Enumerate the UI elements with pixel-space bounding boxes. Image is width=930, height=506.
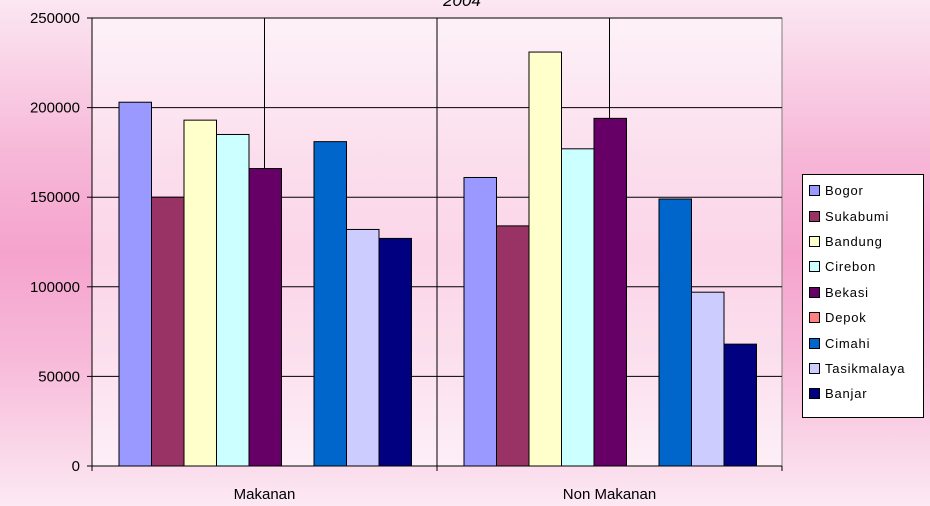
bar-sukabumi-non-makanan: [496, 225, 530, 467]
bar-cimahi-makanan: [313, 141, 347, 467]
bar-cirebon-makanan: [216, 133, 250, 467]
legend-label: Depok: [825, 310, 867, 326]
y-tick-label: 50000: [38, 368, 80, 385]
y-tick-label: 250000: [30, 10, 80, 27]
x-category-label: Makanan: [234, 486, 296, 503]
bar-tasikmalaya-makanan: [346, 228, 380, 467]
x-category-label: Non Makanan: [563, 486, 656, 503]
legend-label: Tasikmalaya: [825, 360, 906, 376]
legend-item-tasikmalaya: Tasikmalaya: [809, 356, 923, 381]
legend-item-bandung: Bandung: [809, 229, 923, 254]
legend-swatch: [809, 261, 820, 273]
chart-title: 2004: [442, 0, 481, 10]
y-axis-ticks: 0 50000 100000 150000 200000 250000: [30, 10, 92, 475]
legend-item-bogor: Bogor: [809, 178, 923, 203]
bar-bekasi-non-makanan: [593, 117, 627, 467]
legend-label: Banjar: [825, 386, 868, 402]
legend-item-cimahi: Cimahi: [809, 330, 923, 355]
bar-banjar-makanan: [378, 237, 412, 467]
bar-cirebon-non-makanan: [561, 148, 595, 467]
bar-banjar-non-makanan: [723, 343, 757, 467]
legend-item-cirebon: Cirebon: [809, 254, 923, 279]
y-tick-label: 100000: [30, 279, 80, 296]
legend-label: Sukabumi: [825, 208, 890, 224]
legend-label: Bekasi: [825, 284, 869, 300]
bar-cimahi-non-makanan: [658, 198, 692, 467]
y-tick-label: 200000: [30, 100, 80, 117]
bar-bogor-non-makanan: [463, 176, 497, 467]
x-axis-labels: Makanan Non Makanan: [91, 466, 783, 503]
legend-label: Cimahi: [825, 335, 871, 351]
legend-label: Bandung: [825, 233, 883, 249]
legend-swatch: [809, 312, 820, 324]
legend-item-sukabumi: Sukabumi: [809, 203, 923, 228]
legend-swatch: [809, 337, 820, 349]
bar-bandung-makanan: [183, 119, 217, 467]
legend-swatch: [809, 185, 820, 197]
bars-group: [118, 51, 757, 467]
legend-label: Bogor: [825, 183, 864, 199]
legend: Bogor Sukabumi Bandung Cirebon Bekasi Depok Ci…: [802, 174, 924, 418]
legend-swatch: [809, 286, 820, 298]
legend-item-bekasi: Bekasi: [809, 280, 923, 305]
bar-sukabumi-makanan: [151, 196, 185, 467]
legend-swatch: [809, 362, 820, 374]
bar-bandung-non-makanan: [528, 51, 562, 467]
y-tick-label: 0: [72, 458, 80, 475]
bar-bogor-makanan: [118, 101, 152, 467]
legend-swatch: [809, 235, 820, 247]
legend-item-banjar: Banjar: [809, 381, 923, 406]
legend-swatch: [809, 210, 820, 222]
y-tick-label: 150000: [30, 189, 80, 206]
legend-item-depok: Depok: [809, 305, 923, 330]
bar-bekasi-makanan: [248, 168, 282, 467]
legend-swatch: [809, 388, 820, 400]
bar-tasikmalaya-non-makanan: [691, 291, 725, 467]
legend-label: Cirebon: [825, 259, 877, 275]
